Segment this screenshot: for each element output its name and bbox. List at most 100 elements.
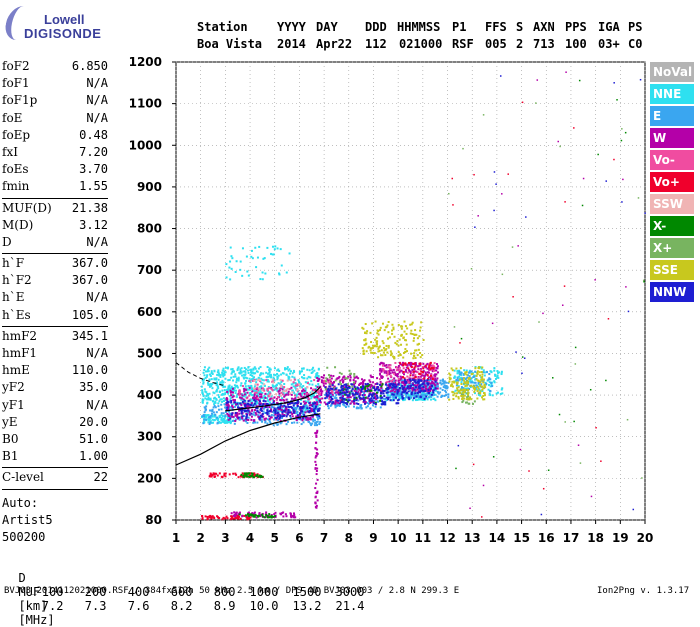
echo-point-nne xyxy=(226,367,229,370)
echo-point-e xyxy=(485,382,488,385)
echo-point-nne xyxy=(230,385,233,388)
param-row: h`F 367.0 xyxy=(2,255,108,272)
echo-point-vo- xyxy=(269,392,272,395)
echo-point-nnw xyxy=(404,390,407,393)
echo-point-e xyxy=(228,408,231,411)
echo-point-sse xyxy=(422,338,425,341)
noise-point xyxy=(624,131,627,134)
echo-point-nne xyxy=(216,418,219,421)
echo-point-e xyxy=(215,411,218,414)
param-value: 35.0 xyxy=(79,380,108,395)
echo-point-w xyxy=(426,371,429,374)
echo-point-w xyxy=(283,395,286,398)
echo-point-nne xyxy=(493,367,496,370)
echo-point-w xyxy=(304,411,307,414)
echo-point-vo- xyxy=(402,367,405,370)
echo-point-nne xyxy=(398,395,401,398)
echo-point-nne xyxy=(237,376,240,379)
echo-point-ssw xyxy=(271,378,274,381)
echo-point-nne xyxy=(204,377,207,380)
echo-point-nnw xyxy=(329,387,332,390)
echo-point-e xyxy=(405,395,408,398)
echo-point-nne xyxy=(233,389,236,392)
echo-point-nnw xyxy=(258,400,261,403)
echo-point-nnw xyxy=(366,382,369,385)
echo-point-vo+ xyxy=(429,374,432,377)
x-tick-label: 6 xyxy=(295,531,303,545)
echo-point-nne xyxy=(204,390,207,393)
echo-point-nne xyxy=(228,417,231,420)
echo-point-w xyxy=(433,379,436,382)
echo-point-nnw xyxy=(375,387,378,390)
header-label-hhmmss: HHMMSS xyxy=(397,20,441,34)
echo-point-nne xyxy=(239,370,242,373)
echo-point-nnw xyxy=(417,382,420,385)
echo-point-vo- xyxy=(433,365,436,368)
echo-point-vo+ xyxy=(403,377,406,380)
echo-point-sse xyxy=(464,382,467,385)
echo-point-nnw xyxy=(244,405,247,408)
echo-point-nnw xyxy=(343,383,346,386)
echo-point-nne xyxy=(222,397,225,400)
echo-point-sse xyxy=(484,386,487,389)
echo-point-w xyxy=(400,369,403,372)
echo-point-e xyxy=(213,404,216,407)
echo-point-e xyxy=(293,421,296,424)
echo-point-nnw xyxy=(400,393,403,396)
echo-point-sse xyxy=(476,373,479,376)
echo-point-w xyxy=(259,514,262,517)
echo-point-e xyxy=(304,418,307,421)
echo-point-e xyxy=(313,424,316,427)
echo-point-w xyxy=(431,370,434,373)
y-tick-label: 800 xyxy=(137,222,162,236)
echo-point-nne xyxy=(266,379,269,382)
echo-point-w xyxy=(316,478,319,481)
echo-point-vo+ xyxy=(418,362,421,365)
echo-point-sse xyxy=(409,323,412,326)
echo-point-e xyxy=(418,396,421,399)
echo-point-nne xyxy=(282,406,285,409)
echo-point-w xyxy=(420,387,423,390)
echo-point-e xyxy=(280,417,283,420)
echo-point-nne xyxy=(421,391,424,394)
echo-point-w xyxy=(309,418,312,421)
echo-point-e xyxy=(393,396,396,399)
echo-point-nne xyxy=(429,398,432,401)
echo-point-nne xyxy=(312,366,315,369)
echo-point-nne xyxy=(307,408,310,411)
echo-point-sse xyxy=(363,339,366,342)
echo-point-e xyxy=(432,393,435,396)
echo-point-sse xyxy=(410,329,413,332)
echo-point-w xyxy=(316,448,319,451)
profile-curve-dashed xyxy=(175,362,226,387)
echo-point-w xyxy=(330,374,333,377)
y-tick-label: 80 xyxy=(145,513,162,527)
echo-point-w xyxy=(359,398,362,401)
echo-point-nne xyxy=(231,368,234,371)
echo-point-nne xyxy=(488,381,491,384)
echo-point-nne xyxy=(218,373,221,376)
echo-point-w xyxy=(316,376,319,379)
echo-point-vo+ xyxy=(428,364,431,367)
echo-point-w xyxy=(247,511,250,514)
echo-point-nnw xyxy=(368,394,371,397)
echo-point-sse xyxy=(387,346,390,349)
echo-point-e xyxy=(458,370,461,373)
echo-point-e xyxy=(445,381,448,384)
noise-point xyxy=(453,326,456,328)
echo-point-nne xyxy=(202,371,205,374)
echo-point-w xyxy=(231,405,234,408)
echo-point-nnw xyxy=(407,390,410,393)
echo-point-vo- xyxy=(395,366,398,369)
echo-point-nnw xyxy=(317,408,320,411)
echo-point-nnw xyxy=(318,415,321,418)
echo-point-nnw xyxy=(396,399,399,402)
echo-point-w xyxy=(237,417,240,420)
echo-point-w xyxy=(250,415,253,418)
param-value: 367.0 xyxy=(71,256,108,271)
echo-point-nne xyxy=(249,381,252,384)
echo-point-w xyxy=(425,380,428,383)
echo-point-nne xyxy=(239,260,242,263)
echo-point-nne xyxy=(256,256,259,259)
echo-point-sse xyxy=(455,367,458,370)
